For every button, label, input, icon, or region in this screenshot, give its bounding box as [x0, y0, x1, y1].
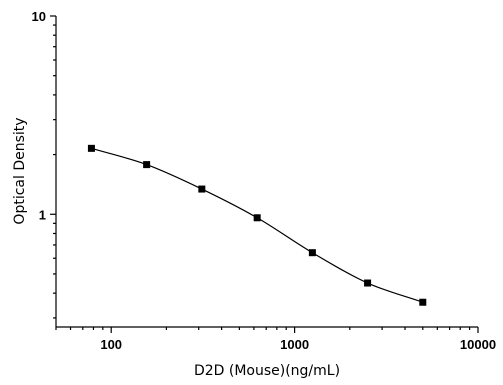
axes — [55, 16, 478, 328]
y-axis-title: Optical Density — [12, 117, 28, 224]
fit-curve — [91, 147, 423, 303]
x-axis-title: D2D (Mouse)(ng/mL) — [194, 363, 340, 379]
ticks — [50, 15, 479, 333]
data-point — [198, 185, 206, 193]
y-tick-label: 10 — [32, 9, 46, 24]
data-point — [143, 161, 151, 169]
data-point — [364, 279, 372, 287]
x-tick-label: 1000 — [280, 337, 309, 352]
data-points — [87, 144, 427, 306]
y-tick-label: 1 — [39, 207, 46, 222]
tick-labels: 100 1000 10000 1 10 — [32, 9, 497, 352]
data-point — [253, 214, 261, 222]
x-tick-label: 100 — [100, 337, 122, 352]
x-tick-label: 10000 — [460, 337, 496, 352]
data-point — [308, 249, 316, 257]
data-point — [87, 144, 95, 152]
data-point — [419, 298, 427, 306]
